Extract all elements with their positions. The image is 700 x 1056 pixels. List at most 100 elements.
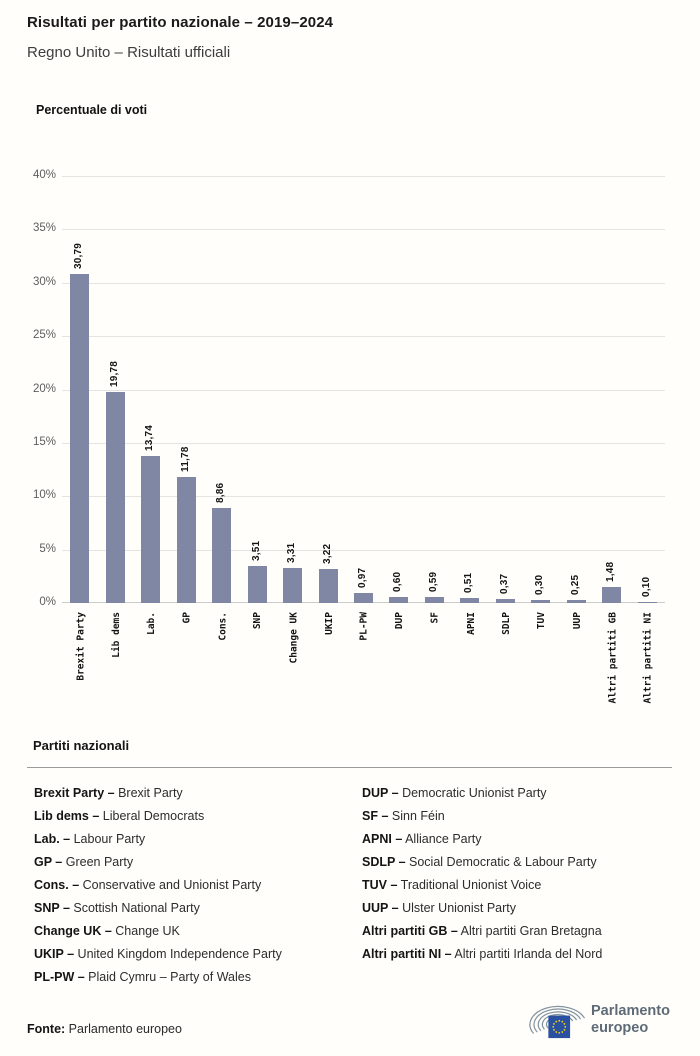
legend-item: GP – Green Party [34,851,362,874]
gridline-25 [62,336,665,338]
bar-value-label: 8,86 [215,483,227,504]
legend-item: APNI – Alliance Party [362,828,674,851]
bar-value-label: 3,31 [286,542,298,563]
x-axis-label: Lib dems [110,612,122,658]
party-full-name: Conservative and Unionist Party [79,878,262,892]
source-line: Fonte: Parlamento europeo [27,1022,182,1036]
gridline-30 [62,282,665,284]
party-abbreviation: Lab. – [34,832,71,846]
gridline-10 [62,496,665,498]
x-axis-label: DUP [394,612,406,630]
legend-column-2: DUP – Democratic Unionist Party SF – Sinn… [362,782,674,989]
bar-value-label: 0,25 [569,575,581,596]
legend-item: Lab. – Labour Party [34,828,362,851]
x-axis-label: Brexit Party [75,612,87,681]
party-full-name: Altri partiti Gran Bretagna [457,924,602,938]
y-axis-tick: 10% [32,489,56,502]
party-full-name: Sinn Féin [388,809,445,823]
logo-text-line1: Parlamento [591,1003,670,1019]
legend-item: DUP – Democratic Unionist Party [362,782,674,805]
bar [176,477,196,603]
bar-value-label: 0,59 [427,571,439,592]
y-axis: 0% 5% 10% 15% 20% 25% 30% 35% 40% [0,169,56,608]
legend-item: SDLP – Social Democratic & Labour Party [362,851,674,874]
legend-item: Cons. – Conservative and Unionist Party [34,874,362,897]
x-axis-label: APNI [465,612,477,635]
party-abbreviation: UKIP – [34,947,75,961]
party-full-name: Scottish National Party [69,901,200,915]
gridline-15 [62,442,665,444]
bar [424,596,444,603]
party-full-name: Altri partiti Irlanda del Nord [451,947,603,961]
legend-item: SNP – Scottish National Party [34,897,362,920]
bar-value-label: 3,22 [321,543,333,564]
legend-heading: Partiti nazionali [33,738,130,753]
party-abbreviation: SF – [362,809,389,823]
party-abbreviation: Cons. – [34,878,80,892]
bar [566,600,586,603]
party-abbreviation: Lib dems – [34,809,100,823]
bar [531,599,551,603]
page-title: Risultati per partito nazionale – 2019–2… [27,14,334,31]
party-abbreviation: APNI – [362,832,403,846]
bar [141,456,161,603]
bar-value-label: 19,78 [108,360,120,387]
legend-item: TUV – Traditional Unionist Voice [362,874,674,897]
y-axis-title: Percentuale di voti [36,103,148,117]
party-full-name: Change UK [111,924,180,938]
logo-text-line2: europeo [591,1020,649,1036]
legend-item: Altri partiti GB – Altri partiti Gran Br… [362,920,674,943]
bar-value-label: 3,51 [250,540,262,561]
bar-value-label: 0,10 [640,576,652,597]
y-axis-tick: 20% [32,382,56,395]
party-full-name: Liberal Democrats [99,809,205,823]
legend-item: Altri partiti NI – Altri partiti Irlanda… [362,943,674,966]
bar [105,391,125,603]
party-abbreviation: SNP – [34,901,70,915]
y-axis-tick: 25% [32,329,56,342]
party-full-name: Traditional Unionist Voice [397,878,542,892]
party-abbreviation: GP – [34,855,63,869]
y-axis-tick: 5% [39,542,56,555]
hemicycle-eu-flag-icon [529,1005,586,1039]
bar [247,565,267,603]
logo-text: Parlamento europeo [591,1003,670,1037]
party-abbreviation: DUP – [362,786,399,800]
x-axis-label: Lab. [146,612,158,635]
legend-divider [27,767,672,768]
bar-value-label: 1,48 [605,561,617,583]
y-axis-tick: 0% [39,596,56,608]
x-axis-label: PL-PW [359,612,370,641]
bar [318,568,338,603]
bar [212,508,232,603]
bar-chart-plot: 30,79 19,78 13,74 11,78 8,86 3,51 3,31 3,22 0,97… [62,176,665,603]
party-full-name: Democratic Unionist Party [398,786,547,800]
x-axis-label: UUP [571,612,583,630]
x-axis: Brexit Party Lib dems Lab. GP Cons. SNP Change… [62,603,665,728]
legend-item: Change UK – Change UK [34,920,362,943]
legend-item: UKIP – United Kingdom Independence Party [34,943,362,966]
party-full-name: Labour Party [70,832,146,846]
bar-value-label: 13,74 [144,425,156,452]
party-full-name: United Kingdom Independence Party [74,947,282,961]
y-axis-tick: 15% [32,435,56,448]
party-abbreviation: Brexit Party – [34,786,115,800]
party-abbreviation: UUP – [362,901,399,915]
y-axis-tick: 30% [32,275,56,288]
party-abbreviation: PL-PW – [34,970,85,984]
x-axis-label: SNP [252,612,264,630]
bar [354,592,373,603]
x-axis-label: SDLP [500,612,512,635]
party-full-name: Social Democratic & Labour Party [405,855,597,869]
x-axis-label: UKIP [323,612,335,635]
legend-columns: Brexit Party – Brexit Party Lib dems – Li… [34,782,674,989]
bar [283,567,303,603]
bar-value-label: 0,97 [357,567,368,588]
legend-item: Brexit Party – Brexit Party [34,782,362,805]
legend-item: SF – Sinn Féin [362,805,674,828]
y-axis-tick: 40% [32,169,56,181]
bar-value-label: 0,30 [534,574,546,595]
party-abbreviation: TUV – [362,878,398,892]
european-parliament-logo: Parlamento europeo [521,997,691,1047]
